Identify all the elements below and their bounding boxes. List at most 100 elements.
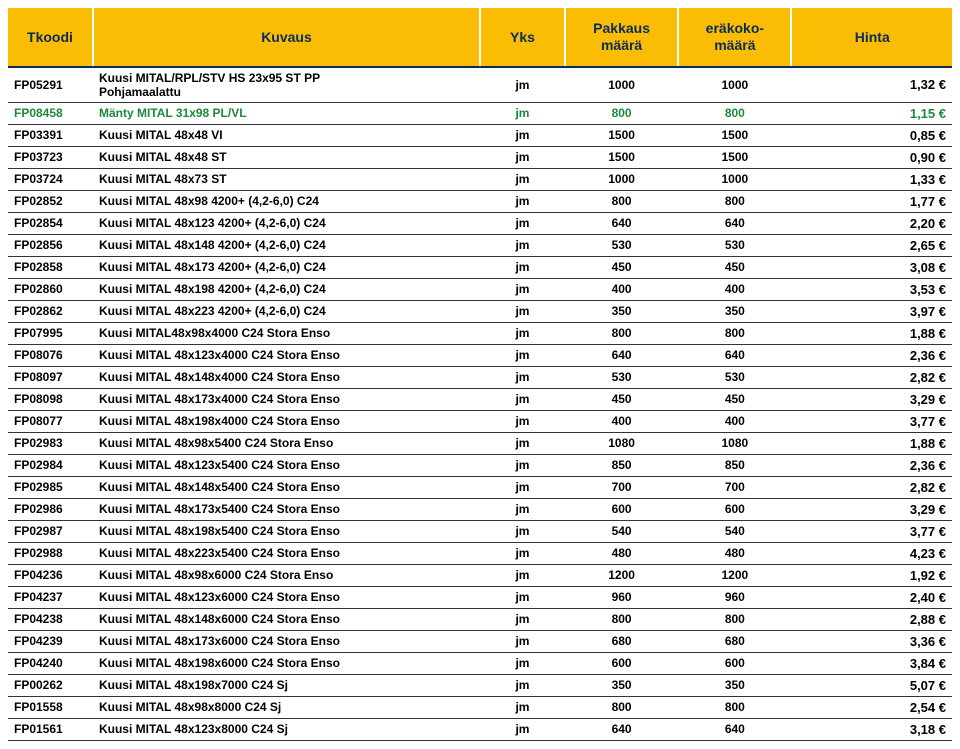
table-body: FP05291Kuusi MITAL/RPL/STV HS 23x95 ST P… <box>8 67 952 741</box>
cell-kuvaus: Kuusi MITAL 48x123x5400 C24 Stora Enso <box>93 454 480 476</box>
table-header: Tkoodi Kuvaus Yks Pakkaus määrä eräkoko-… <box>8 8 952 67</box>
cell-era: 640 <box>678 718 791 740</box>
cell-yks: jm <box>480 366 565 388</box>
cell-kuvaus: Kuusi MITAL 48x173 4200+ (4,2-6,0) C24 <box>93 256 480 278</box>
cell-kuvaus: Kuusi MITAL 48x73 ST <box>93 168 480 190</box>
header-era-line1: eräkoko- <box>706 20 764 36</box>
cell-yks: jm <box>480 630 565 652</box>
cell-era: 850 <box>678 454 791 476</box>
cell-pakkaus: 350 <box>565 674 678 696</box>
cell-kuvaus: Mänty MITAL 31x98 PL/VL <box>93 102 480 124</box>
cell-era: 480 <box>678 542 791 564</box>
table-row: FP04239Kuusi MITAL 48x173x6000 C24 Stora… <box>8 630 952 652</box>
cell-pakkaus: 400 <box>565 278 678 300</box>
cell-kuvaus: Kuusi MITAL 48x173x5400 C24 Stora Enso <box>93 498 480 520</box>
cell-yks: jm <box>480 542 565 564</box>
cell-tkoodi: FP08097 <box>8 366 93 388</box>
cell-tkoodi: FP04239 <box>8 630 93 652</box>
cell-yks: jm <box>480 168 565 190</box>
cell-hinta: 3,18 € <box>791 718 952 740</box>
cell-era: 680 <box>678 630 791 652</box>
cell-tkoodi: FP02985 <box>8 476 93 498</box>
cell-hinta: 2,40 € <box>791 586 952 608</box>
cell-hinta: 5,07 € <box>791 674 952 696</box>
cell-pakkaus: 800 <box>565 696 678 718</box>
cell-hinta: 3,29 € <box>791 498 952 520</box>
cell-kuvaus: Kuusi MITAL 48x98x5400 C24 Stora Enso <box>93 432 480 454</box>
table-row: FP03391Kuusi MITAL 48x48 VIjm150015000,8… <box>8 124 952 146</box>
cell-era: 800 <box>678 190 791 212</box>
cell-era: 1500 <box>678 146 791 168</box>
table-row: FP02858Kuusi MITAL 48x173 4200+ (4,2-6,0… <box>8 256 952 278</box>
table-row: FP01561Kuusi MITAL 48x123x8000 C24 Sjjm6… <box>8 718 952 740</box>
cell-hinta: 1,32 € <box>791 67 952 103</box>
cell-hinta: 4,23 € <box>791 542 952 564</box>
table-row: FP02986Kuusi MITAL 48x173x5400 C24 Stora… <box>8 498 952 520</box>
cell-tkoodi: FP04236 <box>8 564 93 586</box>
cell-pakkaus: 1200 <box>565 564 678 586</box>
cell-hinta: 2,82 € <box>791 476 952 498</box>
cell-era: 800 <box>678 608 791 630</box>
cell-pakkaus: 530 <box>565 366 678 388</box>
cell-hinta: 1,92 € <box>791 564 952 586</box>
cell-era: 640 <box>678 344 791 366</box>
cell-pakkaus: 640 <box>565 718 678 740</box>
table-row: FP04238Kuusi MITAL 48x148x6000 C24 Stora… <box>8 608 952 630</box>
cell-yks: jm <box>480 256 565 278</box>
cell-kuvaus: Kuusi MITAL 48x223x5400 C24 Stora Enso <box>93 542 480 564</box>
cell-yks: jm <box>480 432 565 454</box>
cell-tkoodi: FP02983 <box>8 432 93 454</box>
cell-yks: jm <box>480 476 565 498</box>
header-era-line2: määrä <box>714 37 755 53</box>
cell-kuvaus: Kuusi MITAL 48x198x4000 C24 Stora Enso <box>93 410 480 432</box>
cell-yks: jm <box>480 388 565 410</box>
cell-yks: jm <box>480 696 565 718</box>
cell-hinta: 2,65 € <box>791 234 952 256</box>
table-row: FP02983Kuusi MITAL 48x98x5400 C24 Stora … <box>8 432 952 454</box>
cell-yks: jm <box>480 212 565 234</box>
cell-era: 350 <box>678 674 791 696</box>
cell-era: 540 <box>678 520 791 542</box>
cell-pakkaus: 1000 <box>565 168 678 190</box>
cell-pakkaus: 800 <box>565 608 678 630</box>
cell-pakkaus: 450 <box>565 388 678 410</box>
cell-era: 600 <box>678 652 791 674</box>
cell-kuvaus: Kuusi MITAL48x98x4000 C24 Stora Enso <box>93 322 480 344</box>
cell-yks: jm <box>480 190 565 212</box>
header-pakkaus-line1: Pakkaus <box>593 20 650 36</box>
cell-kuvaus: Kuusi MITAL 48x198 4200+ (4,2-6,0) C24 <box>93 278 480 300</box>
cell-era: 1500 <box>678 124 791 146</box>
cell-kuvaus: Kuusi MITAL 48x98 4200+ (4,2-6,0) C24 <box>93 190 480 212</box>
cell-kuvaus: Kuusi MITAL 48x123x6000 C24 Stora Enso <box>93 586 480 608</box>
cell-pakkaus: 600 <box>565 498 678 520</box>
cell-pakkaus: 680 <box>565 630 678 652</box>
cell-tkoodi: FP02856 <box>8 234 93 256</box>
table-row: FP03724Kuusi MITAL 48x73 STjm100010001,3… <box>8 168 952 190</box>
cell-pakkaus: 800 <box>565 190 678 212</box>
table-row: FP02854Kuusi MITAL 48x123 4200+ (4,2-6,0… <box>8 212 952 234</box>
cell-pakkaus: 700 <box>565 476 678 498</box>
cell-kuvaus: Kuusi MITAL 48x98x8000 C24 Sj <box>93 696 480 718</box>
header-pakkaus: Pakkaus määrä <box>565 8 678 67</box>
cell-hinta: 3,36 € <box>791 630 952 652</box>
cell-hinta: 0,85 € <box>791 124 952 146</box>
cell-kuvaus: Kuusi MITAL/RPL/STV HS 23x95 ST PPPohjam… <box>93 67 480 103</box>
table-row: FP02984Kuusi MITAL 48x123x5400 C24 Stora… <box>8 454 952 476</box>
cell-tkoodi: FP04237 <box>8 586 93 608</box>
cell-kuvaus: Kuusi MITAL 48x148 4200+ (4,2-6,0) C24 <box>93 234 480 256</box>
cell-yks: jm <box>480 102 565 124</box>
cell-tkoodi: FP07995 <box>8 322 93 344</box>
cell-kuvaus: Kuusi MITAL 48x148x4000 C24 Stora Enso <box>93 366 480 388</box>
cell-hinta: 2,20 € <box>791 212 952 234</box>
cell-era: 800 <box>678 322 791 344</box>
cell-tkoodi: FP08077 <box>8 410 93 432</box>
cell-tkoodi: FP08458 <box>8 102 93 124</box>
cell-tkoodi: FP03391 <box>8 124 93 146</box>
cell-pakkaus: 960 <box>565 586 678 608</box>
cell-tkoodi: FP04238 <box>8 608 93 630</box>
cell-tkoodi: FP02854 <box>8 212 93 234</box>
cell-era: 400 <box>678 278 791 300</box>
cell-yks: jm <box>480 564 565 586</box>
cell-era: 530 <box>678 234 791 256</box>
table-row: FP02862Kuusi MITAL 48x223 4200+ (4,2-6,0… <box>8 300 952 322</box>
